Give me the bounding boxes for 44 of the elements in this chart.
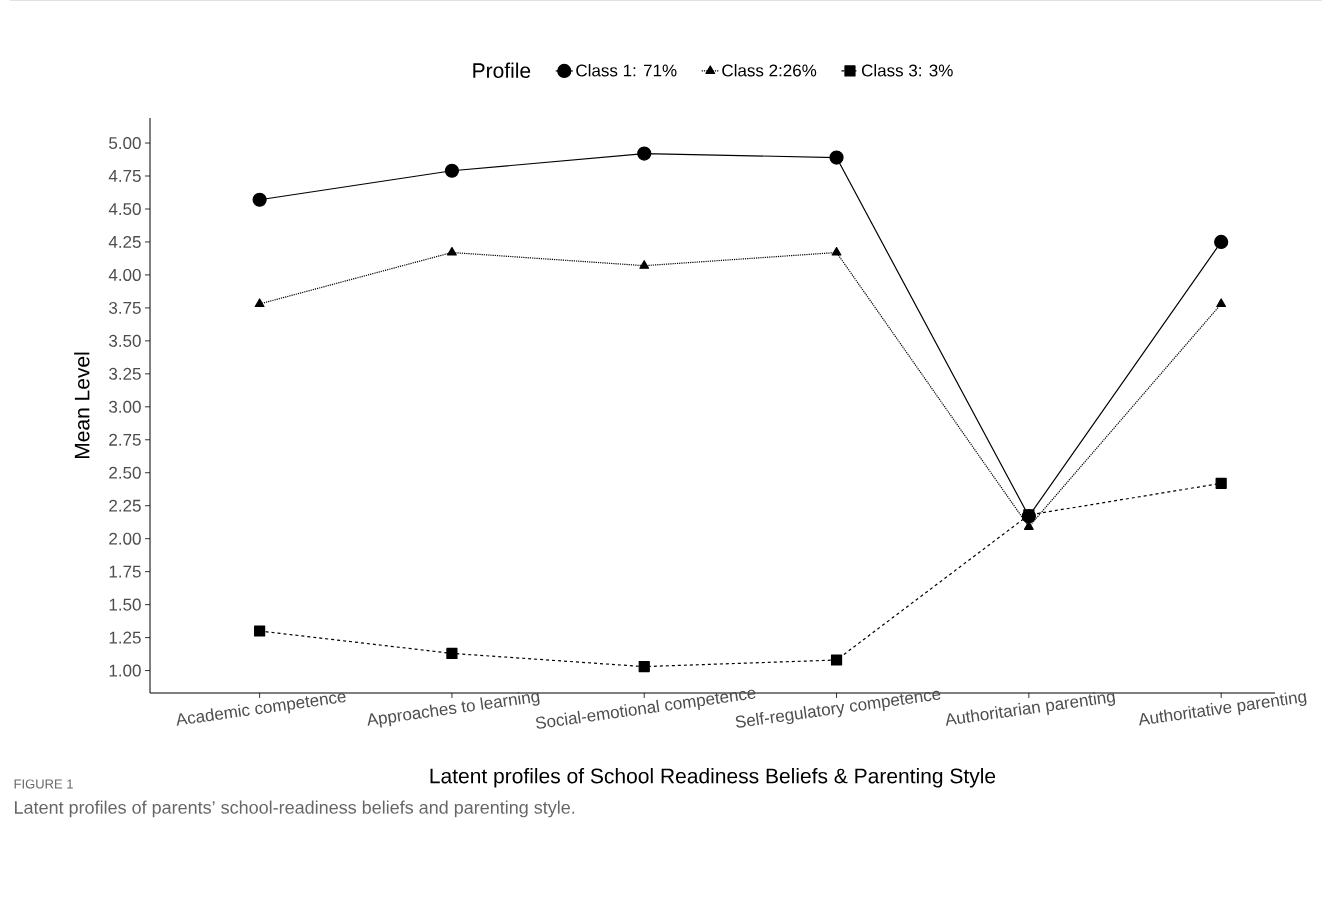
point (638, 661, 650, 673)
text: Latent profiles of parents’ school-readiness beliefs and parenting style. (15, 800, 575, 818)
y-tick-label: 3.75 (109, 301, 141, 314)
point (637, 146, 652, 161)
y-tick-label: 4.50 (108, 202, 141, 216)
y-tick-label: 1.50 (109, 598, 141, 611)
point (1214, 234, 1229, 250)
point (831, 246, 842, 256)
x-tick-label: Authoritative parenting (1139, 692, 1307, 726)
point (1215, 477, 1227, 489)
point (252, 192, 267, 207)
point (254, 625, 266, 637)
y-tick-label: 1.25 (109, 631, 141, 644)
y-tick-label: 3.25 (109, 367, 141, 380)
y-tick-label: 2.25 (109, 499, 141, 512)
y-tick-label: 4.25 (108, 235, 141, 248)
point (254, 298, 265, 308)
y-tick-label: 4.00 (108, 268, 141, 281)
point (446, 647, 458, 660)
y-tick-label: 1.00 (109, 664, 141, 677)
point (829, 150, 844, 165)
legend-label: Class 2:26% (722, 64, 817, 77)
y-tick-label: 2.50 (109, 466, 141, 479)
y-tick-label: 2.75 (109, 433, 141, 446)
x-tick-label: Academic competence (176, 693, 346, 726)
y-tick-label: 1.75 (109, 565, 141, 578)
point (830, 654, 843, 666)
point (639, 260, 650, 269)
point (1023, 521, 1034, 530)
x-tick-label: Authoritarian parenting (945, 692, 1116, 726)
y-tick-label: 3.50 (109, 334, 141, 347)
y-tick-label: 5.00 (109, 137, 141, 150)
caption: FIGURE 1 (14, 779, 73, 789)
y-axis-title: Mean Level (74, 352, 90, 459)
y-tick-label: 4.75 (108, 170, 141, 182)
legend-label: Class 3: 3% (861, 64, 953, 77)
y-tick-label: 3.00 (109, 400, 141, 413)
y-tick-label: 2.00 (109, 532, 141, 545)
point (447, 246, 457, 256)
point (444, 163, 460, 178)
x-axis-title: Latent profiles of School Readiness Beliefs & Parenting Style (430, 768, 996, 788)
legend-label: Class 1: 71% (576, 64, 677, 77)
point (1216, 298, 1227, 308)
legend-title: Profile (473, 62, 531, 78)
